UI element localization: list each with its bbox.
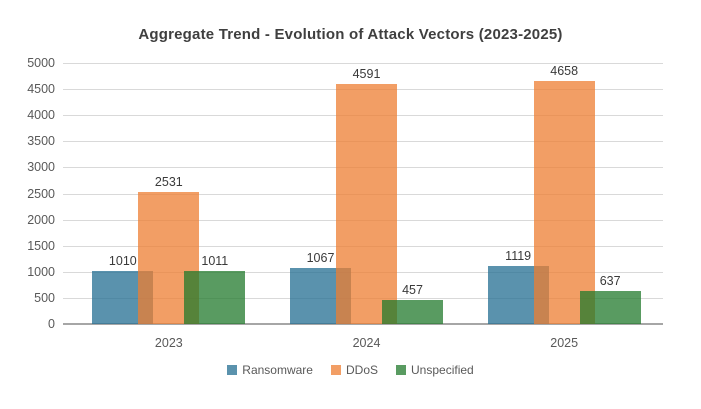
bar-unspecified-2024 xyxy=(382,300,443,324)
x-axis-line xyxy=(63,323,663,325)
y-tick-label: 3000 xyxy=(27,160,55,175)
y-tick-label: 2000 xyxy=(27,212,55,227)
y-tick-label: 500 xyxy=(34,290,55,305)
legend-swatch-unspecified xyxy=(396,365,406,375)
bar-ddos-2024 xyxy=(336,84,397,324)
data-label-unspecified-2024: 457 xyxy=(402,283,423,298)
data-label-unspecified-2023: 1011 xyxy=(201,254,229,269)
category-label: 2023 xyxy=(154,336,183,350)
y-tick-label: 1000 xyxy=(27,264,55,279)
category-label: 2024 xyxy=(352,336,381,350)
data-label-ddos-2023: 2531 xyxy=(154,174,183,189)
y-tick-label: 2500 xyxy=(27,186,55,201)
y-tick-label: 4000 xyxy=(27,108,55,123)
data-label-unspecified-2025: 637 xyxy=(599,273,621,288)
gridline xyxy=(63,63,663,64)
y-tick-label: 1500 xyxy=(27,238,55,253)
bar-unspecified-2025 xyxy=(579,290,641,324)
bar-ddos-2025 xyxy=(533,80,595,324)
y-tick-label: 5000 xyxy=(27,56,55,70)
legend-swatch-ransomware xyxy=(227,365,238,375)
legend-label: Ransomware xyxy=(242,363,313,377)
y-tick-label: 4500 xyxy=(27,82,55,97)
chart-title: Aggregate Trend - Evolution of Attack Ve… xyxy=(138,26,563,43)
legend-item-ransomware: Ransomware xyxy=(227,363,313,377)
category-label: 2025 xyxy=(550,336,579,350)
legend: Ransomware DDoS Unspecified xyxy=(0,363,701,377)
plot-area xyxy=(63,63,663,325)
legend-label: Unspecified xyxy=(411,363,474,377)
data-label-ddos-2024: 4591 xyxy=(352,67,381,82)
legend-swatch-ddos xyxy=(330,365,341,375)
y-tick-label: 3500 xyxy=(27,134,55,149)
legend-item-ddos: DDoS xyxy=(330,363,378,377)
legend-label: DDoS xyxy=(345,363,378,377)
data-label-ddos-2025: 4658 xyxy=(550,63,579,78)
data-label-ransomware-2024: 1067 xyxy=(306,251,335,266)
data-label-ransomware-2023: 1010 xyxy=(108,254,137,269)
data-label-ransomware-2025: 1119 xyxy=(505,248,532,263)
legend-item-unspecified: Unspecified xyxy=(396,363,474,377)
bar-unspecified-2023 xyxy=(184,271,246,324)
y-tick-label: 0 xyxy=(48,317,55,331)
